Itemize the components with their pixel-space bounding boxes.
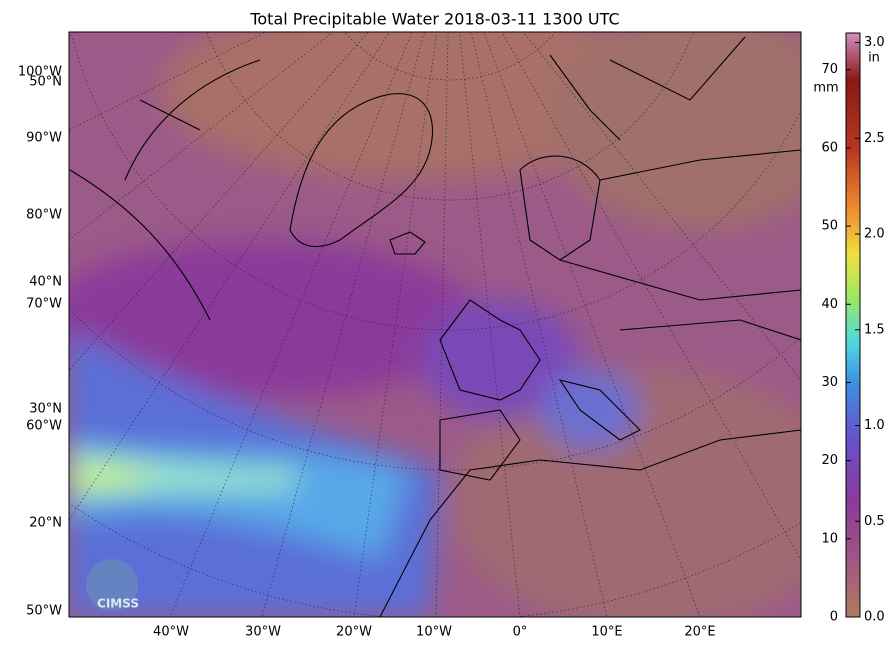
mm-tick-label: 50 xyxy=(821,219,838,234)
lon-label: 0° xyxy=(513,625,528,640)
lat-lon-label: 100°W xyxy=(18,65,62,80)
colorbar xyxy=(845,32,861,618)
map-frame xyxy=(68,31,802,618)
mm-tick-label: 10 xyxy=(821,531,838,546)
lon-label: 40°W xyxy=(153,625,189,640)
title: Total Precipitable Water 2018-03-11 1300… xyxy=(249,10,619,29)
lon-label: 20°W xyxy=(336,625,372,640)
mm-tick-label: 70 xyxy=(821,62,838,77)
lat-lon-label: 40°N xyxy=(29,275,62,290)
lat-lon-label: 50°N xyxy=(29,75,62,90)
in-tick-label: 0.5 xyxy=(864,514,885,529)
lon-label: 10°E xyxy=(591,625,622,640)
mm-tick-label: 0 xyxy=(830,610,838,625)
lon-label: 30°W xyxy=(245,625,281,640)
logo: CIMSS xyxy=(86,559,139,611)
lon-label: 10°W xyxy=(416,625,452,640)
in-tick-label: 1.5 xyxy=(864,322,885,337)
lat-lon-label: 70°W xyxy=(26,297,62,312)
in-unit: in xyxy=(868,51,880,66)
in-tick-label: 3.0 xyxy=(864,35,885,50)
in-tick-label: 2.0 xyxy=(864,227,885,242)
mm-tick-label: 60 xyxy=(821,140,838,155)
lat-lon-label: 60°W xyxy=(26,419,62,434)
logo-text: CIMSS xyxy=(97,597,139,611)
map: CIMSS xyxy=(69,32,801,617)
lat-lon-label: 80°W xyxy=(26,208,62,223)
mm-tick-label: 30 xyxy=(821,375,838,390)
lat-lon-label: 90°W xyxy=(26,131,62,146)
in-tick-label: 0.0 xyxy=(864,610,885,625)
in-tick-label: 1.0 xyxy=(864,418,885,433)
lat-lon-label: 50°W xyxy=(26,604,62,619)
mm-tick-label: 20 xyxy=(821,453,838,468)
mm-tick-label: 40 xyxy=(821,297,838,312)
lon-label: 20°E xyxy=(684,625,715,640)
in-tick-label: 2.5 xyxy=(864,131,885,146)
lat-lon-label: 30°N xyxy=(29,402,62,417)
mm-unit: mm xyxy=(813,81,838,96)
lat-lon-label: 20°N xyxy=(29,516,62,531)
